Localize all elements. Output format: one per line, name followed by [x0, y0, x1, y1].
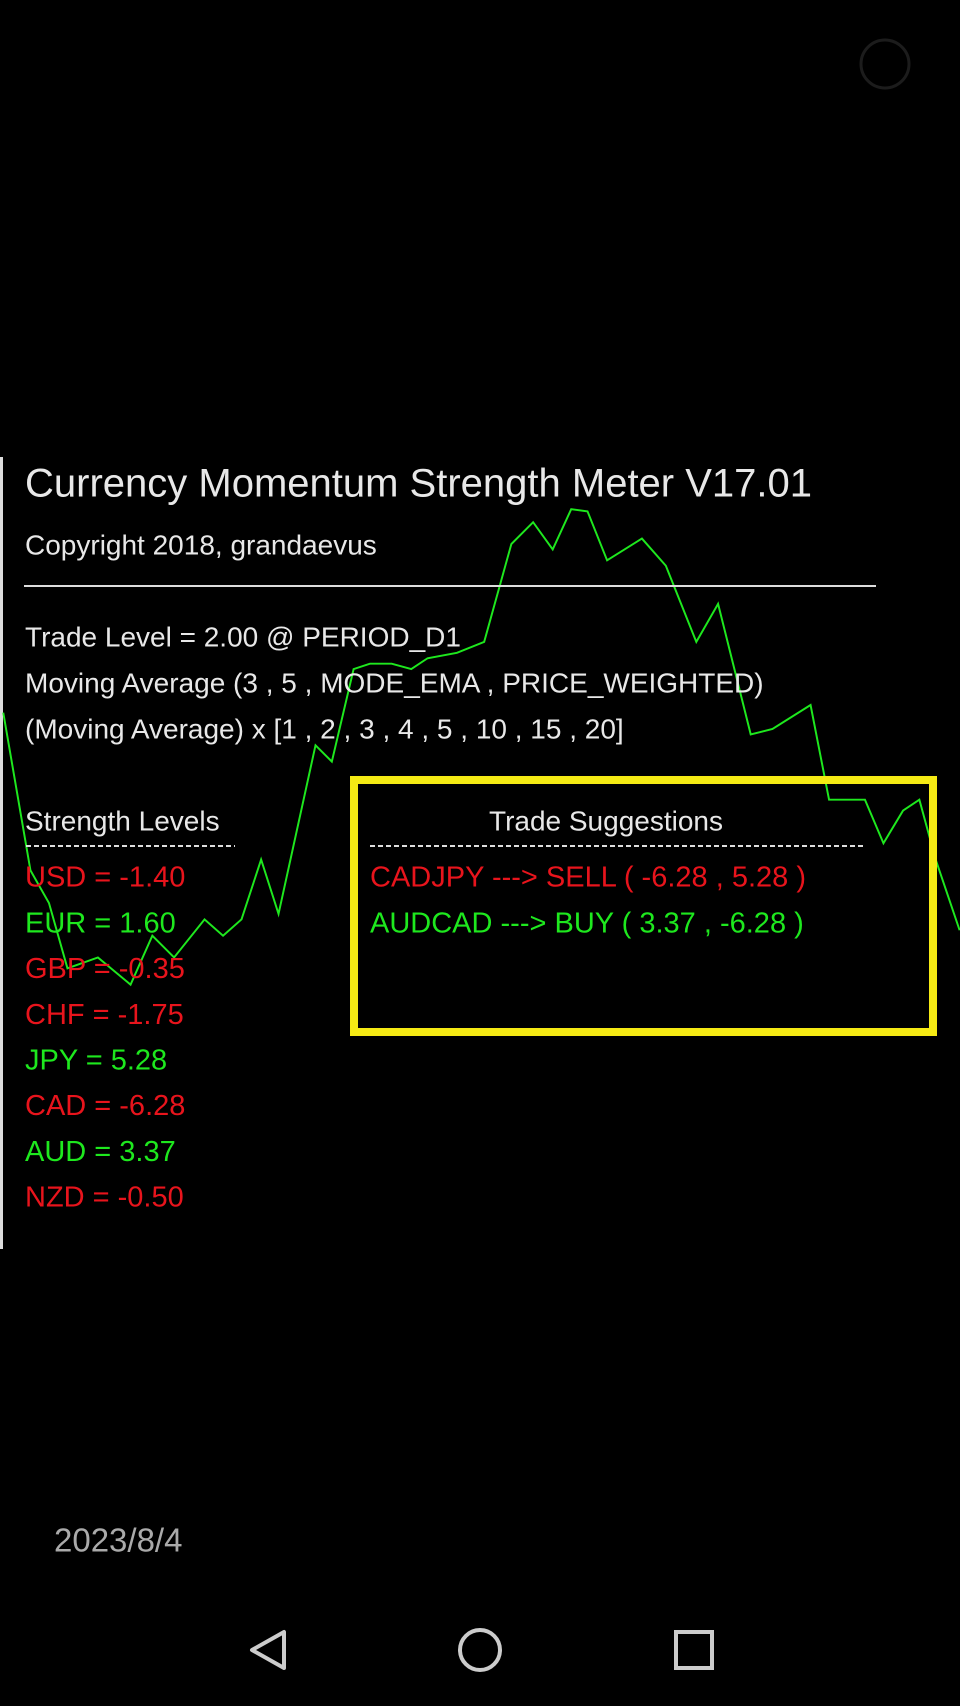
date: 2023/8/4: [54, 1522, 182, 1559]
suggestions-heading: Trade Suggestions: [489, 805, 723, 836]
copyright: Copyright 2018, grandaevus: [25, 529, 377, 560]
strength-item: USD = -1.40: [25, 862, 185, 894]
image-edge: [0, 457, 3, 1249]
strength-item: CAD = -6.28: [25, 1090, 185, 1122]
strength-item: GBP = -0.35: [25, 953, 185, 985]
strength-item: JPY = 5.28: [25, 1044, 167, 1076]
nav-recents[interactable]: [674, 1630, 714, 1670]
highlight-box: [350, 776, 937, 1036]
setting-line: Moving Average (3 , 5 , MODE_EMA , PRICE…: [25, 667, 764, 698]
strength-item: NZD = -0.50: [25, 1182, 184, 1214]
suggestion-item: CADJPY ---> SELL ( -6.28 , 5.28 ): [370, 862, 806, 894]
nav-back[interactable]: [250, 1630, 286, 1670]
info-icon[interactable]: [859, 38, 911, 90]
price-line-group: [2, 508, 960, 987]
title: Currency Momentum Strength Meter V17.01: [25, 462, 812, 506]
strength-item: AUD = 3.37: [25, 1136, 176, 1168]
nav-home[interactable]: [458, 1628, 502, 1672]
price-line: [2, 508, 960, 987]
strength-heading: Strength Levels: [25, 805, 220, 836]
setting-line: (Moving Average) x [1 , 2 , 3 , 4 , 5 , …: [25, 713, 624, 744]
strength-item: CHF = -1.75: [25, 999, 184, 1031]
strength-item: EUR = 1.60: [25, 907, 176, 939]
setting-line: Trade Level = 2.00 @ PERIOD_D1: [25, 621, 461, 652]
suggestion-item: AUDCAD ---> BUY ( 3.37 , -6.28 ): [370, 908, 804, 940]
